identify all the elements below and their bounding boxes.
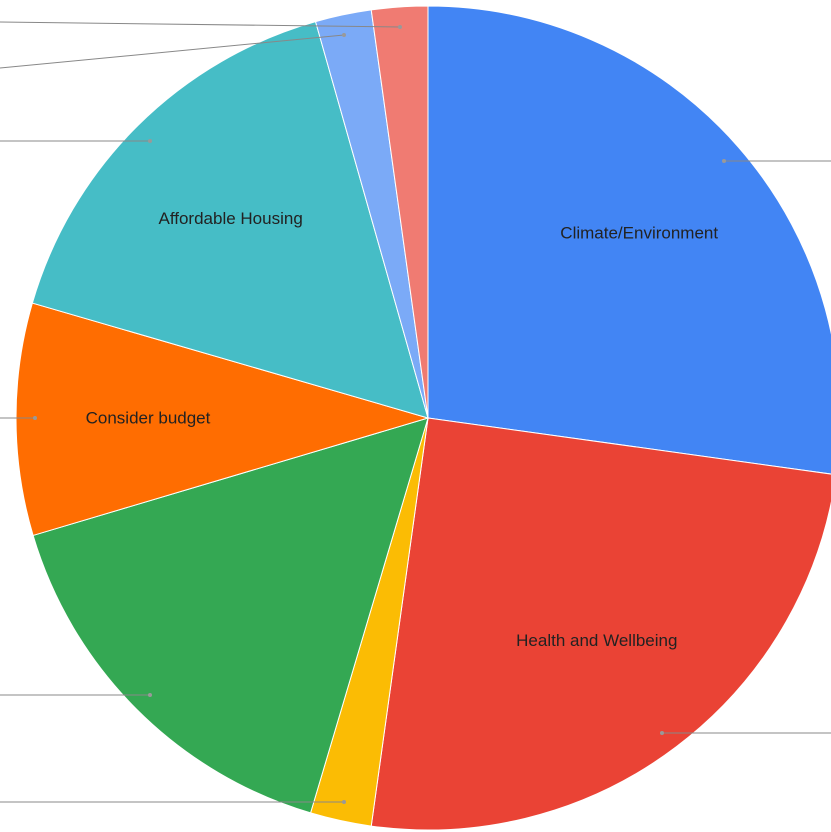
pie-slice xyxy=(370,417,831,831)
leader-line xyxy=(0,34,345,69)
pie-slice xyxy=(15,302,430,537)
leader-dot xyxy=(342,33,346,37)
leader-dot xyxy=(148,139,152,143)
leader-dot xyxy=(398,25,402,29)
slice-label: Consider budget xyxy=(86,408,211,427)
pie-slice xyxy=(31,21,429,419)
slice-label: Climate/Environment xyxy=(560,224,718,243)
leader-dot xyxy=(342,800,346,804)
slice-label: Affordable Housing xyxy=(158,209,302,228)
pie-slice xyxy=(32,417,429,814)
leader-dot xyxy=(33,416,37,420)
leader-dot xyxy=(660,731,664,735)
pie-slice xyxy=(370,5,429,419)
leader-dot xyxy=(722,159,726,163)
leader-dot xyxy=(148,693,152,697)
pie-slice xyxy=(427,5,831,475)
slice-label: Health and Wellbeing xyxy=(516,631,677,650)
leader-line xyxy=(0,21,401,28)
